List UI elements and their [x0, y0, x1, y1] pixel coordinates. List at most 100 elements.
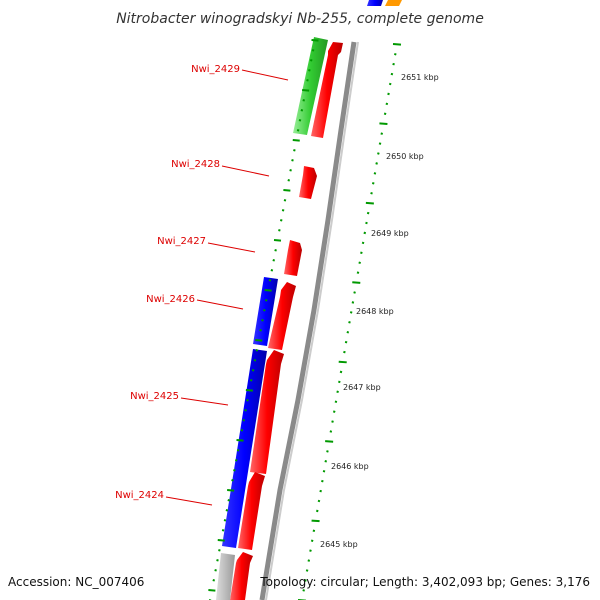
- minor-tick: [387, 92, 390, 96]
- major-tick: [302, 89, 310, 92]
- minor-tick: [353, 291, 356, 294]
- minor-tick: [293, 149, 296, 152]
- major-tick: [325, 440, 334, 443]
- leader-line: [180, 397, 229, 406]
- minor-tick: [306, 79, 309, 82]
- gene-nwi-2426-reverse: [253, 277, 278, 346]
- gene-bottom-grey: [216, 553, 235, 600]
- major-tick: [217, 539, 225, 542]
- minor-tick: [216, 559, 219, 562]
- minor-tick: [300, 109, 304, 112]
- minor-tick: [390, 72, 394, 76]
- minor-tick: [315, 509, 319, 513]
- minor-tick: [234, 459, 238, 462]
- minor-tick: [227, 499, 231, 502]
- minor-tick: [332, 410, 336, 413]
- leader-line: [165, 496, 213, 506]
- minor-tick: [375, 162, 378, 165]
- minor-tick: [249, 379, 253, 382]
- minor-tick: [326, 450, 329, 453]
- minor-tick: [255, 349, 259, 352]
- gene-nwi-2426-forward: [268, 282, 296, 350]
- minor-tick: [233, 469, 236, 472]
- minor-tick: [331, 420, 334, 423]
- minor-tick: [212, 579, 216, 582]
- minor-tick: [336, 390, 339, 394]
- major-tick: [392, 43, 402, 46]
- gene-label-nwi-2424: Nwi_2424: [115, 490, 164, 501]
- genome-summary-text: Topology: circular; Length: 3,402,093 bp…: [259, 575, 590, 589]
- gene-nwi-2429-forward: [311, 42, 343, 138]
- outer-scale-ticks: [298, 43, 402, 600]
- top-orange-feature: [385, 0, 402, 6]
- backbone-line: [259, 41, 357, 600]
- kbp-label-2648: 2648 kbp: [356, 307, 394, 316]
- major-tick: [208, 589, 216, 592]
- minor-tick: [261, 319, 264, 322]
- minor-tick: [334, 400, 338, 403]
- minor-tick: [312, 529, 316, 533]
- minor-tick: [240, 429, 244, 432]
- major-tick: [236, 439, 244, 442]
- major-tick: [365, 201, 374, 205]
- minor-tick: [373, 172, 377, 175]
- minor-tick: [388, 82, 392, 86]
- inner-scale-ticks: [208, 39, 319, 600]
- major-tick: [273, 239, 282, 242]
- minor-tick: [305, 569, 309, 572]
- minor-tick: [270, 269, 274, 272]
- minor-tick: [231, 479, 234, 482]
- kbp-label-2649: 2649 kbp: [371, 229, 409, 238]
- minor-tick: [289, 169, 292, 172]
- minor-tick: [268, 279, 272, 282]
- minor-tick: [317, 499, 321, 503]
- genome-title: Nitrobacter winogradskyi Nb-255, complet…: [116, 11, 484, 27]
- minor-tick: [278, 229, 281, 232]
- minor-tick: [307, 559, 311, 562]
- minor-tick: [361, 241, 365, 245]
- gene-bottom-forward: [230, 552, 253, 600]
- major-tick: [264, 289, 272, 292]
- minor-tick: [302, 99, 306, 102]
- minor-tick: [378, 142, 382, 145]
- gene-label-nwi-2427: Nwi_2427: [157, 236, 206, 247]
- minor-tick: [244, 409, 247, 412]
- major-tick: [292, 139, 300, 142]
- minor-tick: [298, 119, 302, 122]
- minor-tick: [246, 399, 249, 402]
- minor-tick: [339, 370, 343, 374]
- minor-tick: [253, 359, 257, 362]
- minor-tick: [283, 199, 287, 202]
- minor-tick: [346, 330, 350, 334]
- gene-label-nwi-2428: Nwi_2428: [171, 159, 220, 170]
- minor-tick: [223, 519, 227, 522]
- leader-line: [221, 165, 270, 177]
- minor-tick: [296, 129, 300, 132]
- leader-line: [241, 69, 289, 81]
- minor-tick: [383, 112, 387, 116]
- minor-tick: [309, 549, 312, 552]
- leader-line: [196, 299, 244, 310]
- minor-tick: [263, 309, 266, 312]
- minor-tick: [242, 419, 246, 422]
- top-blue-feature: [367, 0, 383, 6]
- major-tick: [379, 122, 388, 126]
- minor-tick: [329, 430, 333, 433]
- minor-tick: [236, 449, 240, 452]
- major-tick: [352, 281, 361, 284]
- leader-line: [207, 242, 256, 253]
- minor-tick: [221, 529, 225, 532]
- minor-tick: [338, 380, 341, 384]
- minor-tick: [274, 249, 277, 252]
- minor-tick: [218, 549, 221, 552]
- major-tick: [311, 39, 319, 42]
- gene-nwi-2428-forward: [299, 166, 317, 199]
- minor-tick: [287, 179, 291, 182]
- gene-nwi-2424-forward: [238, 472, 265, 550]
- kbp-label-2646: 2646 kbp: [331, 462, 369, 471]
- kbp-label-2651: 2651 kbp: [401, 73, 439, 82]
- minor-tick: [304, 579, 307, 582]
- gene-label-nwi-2429: Nwi_2429: [191, 64, 240, 75]
- minor-tick: [344, 340, 348, 344]
- minor-tick: [264, 299, 268, 302]
